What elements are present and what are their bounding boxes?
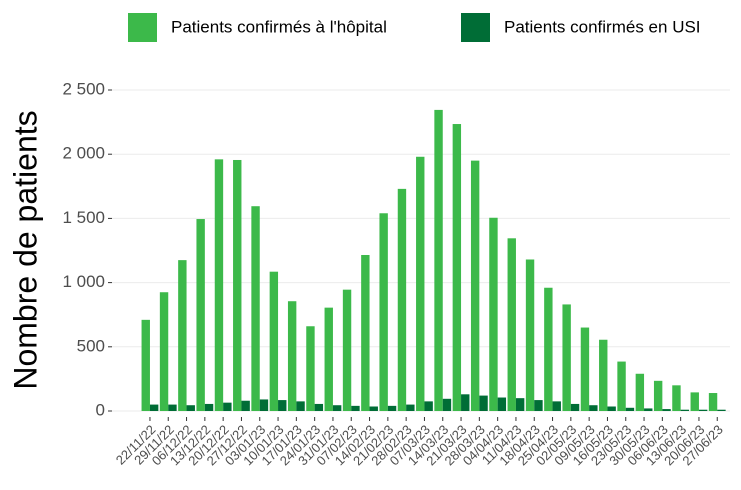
bar [708, 393, 718, 411]
bar [351, 405, 360, 411]
bar [296, 401, 305, 411]
bar [662, 409, 671, 411]
bar [149, 404, 159, 411]
bar [259, 399, 269, 411]
y-tick-label: 1 000 [62, 272, 105, 291]
y-tick-label: 1 500 [62, 208, 105, 227]
bar [186, 405, 195, 411]
bar [241, 400, 250, 411]
bar [233, 159, 242, 411]
bar [306, 326, 315, 411]
bar [617, 361, 626, 411]
legend-swatch [461, 13, 490, 42]
bar [515, 398, 525, 411]
bar [332, 405, 342, 411]
bar [406, 404, 415, 411]
bar [434, 109, 443, 412]
bar [251, 206, 260, 411]
bar [698, 409, 708, 411]
bar [525, 259, 535, 411]
legend-label: Patients confirmés à l'hôpital [171, 17, 387, 36]
bar [580, 327, 590, 411]
bar [324, 307, 333, 411]
bar [507, 238, 516, 411]
bar [644, 408, 653, 411]
bar [287, 301, 297, 411]
bar [479, 395, 488, 411]
bar [397, 188, 407, 411]
legend-swatch [128, 13, 157, 42]
y-tick-label: 0 [96, 400, 105, 419]
bar [196, 219, 205, 411]
bar [653, 380, 663, 411]
bar [562, 304, 571, 411]
y-tick-label: 2 500 [62, 79, 105, 98]
bar [544, 287, 553, 411]
bar [599, 339, 608, 411]
bar [534, 400, 543, 411]
bar [570, 403, 580, 411]
y-tick-label: 500 [77, 336, 105, 355]
bar [424, 401, 433, 411]
bar [680, 409, 690, 411]
bar [672, 385, 681, 411]
bar [204, 403, 214, 411]
bar [589, 405, 598, 411]
bar [452, 124, 462, 411]
bar [387, 405, 397, 411]
bar [178, 260, 187, 411]
bar [214, 159, 224, 411]
bar [269, 271, 279, 411]
bar [141, 319, 150, 411]
bar [690, 392, 699, 411]
y-axis-title: Nombre de patients [7, 110, 43, 389]
bar [369, 406, 378, 411]
bar [489, 217, 498, 411]
bar [361, 254, 370, 411]
bar [379, 213, 388, 411]
bar [342, 289, 352, 411]
bar [159, 292, 169, 411]
bar [442, 398, 452, 411]
bar [552, 401, 561, 411]
bar [470, 160, 480, 411]
bar [278, 400, 287, 411]
bar [717, 409, 726, 411]
bar [223, 402, 232, 411]
bar [461, 394, 470, 411]
bar [314, 403, 324, 411]
bar [625, 407, 635, 411]
y-tick-label: 2 000 [62, 144, 105, 163]
bar [416, 156, 425, 411]
bar [607, 406, 616, 411]
bar [168, 404, 177, 411]
legend-label: Patients confirmés en USI [504, 17, 701, 36]
bar [497, 397, 507, 411]
bar [635, 373, 645, 411]
